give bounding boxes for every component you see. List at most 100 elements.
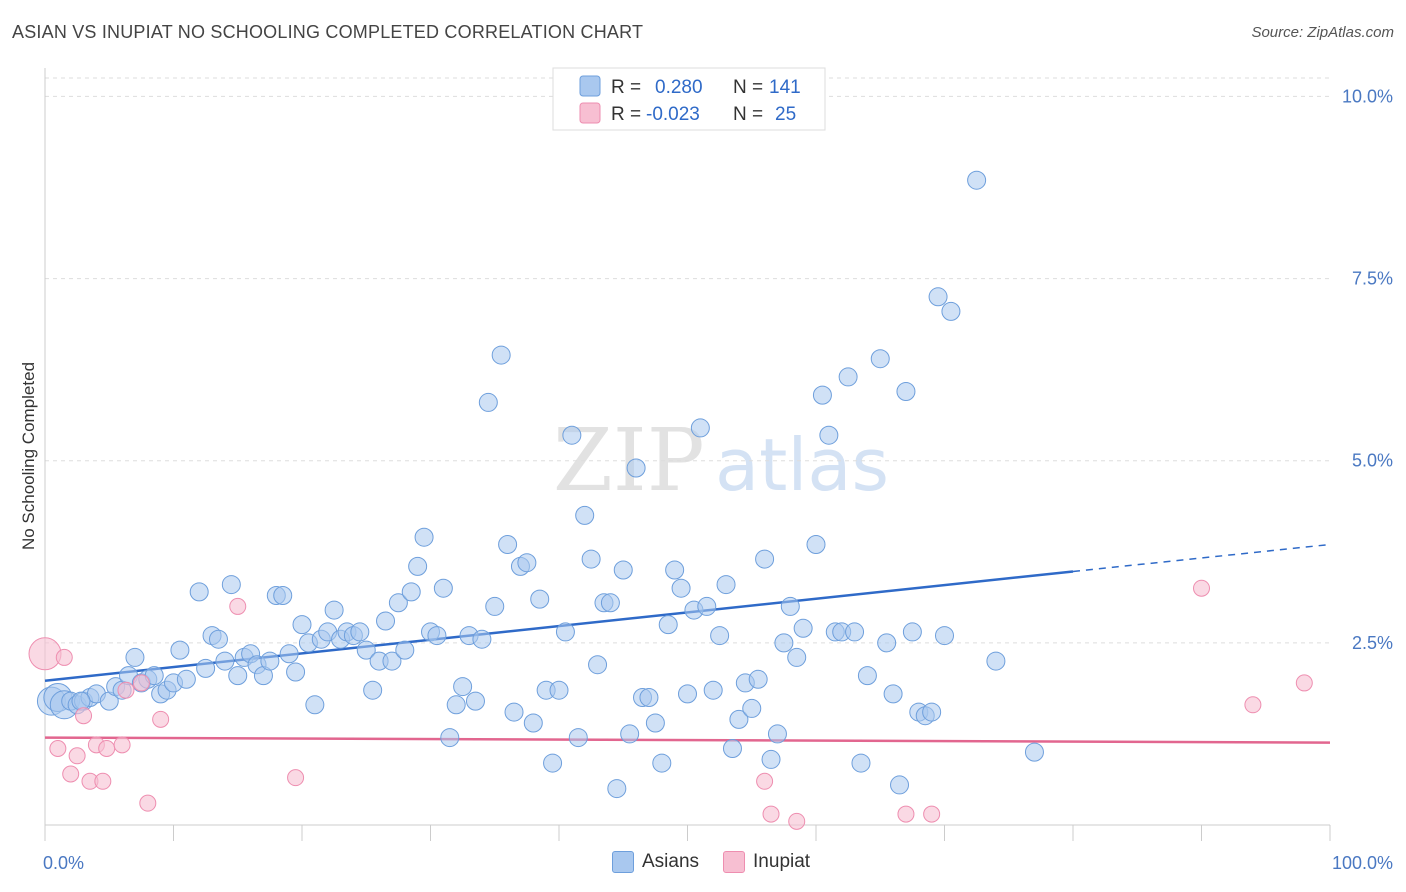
point-asians xyxy=(517,553,537,573)
point-asians xyxy=(703,680,723,700)
point-asians xyxy=(491,345,511,365)
point-inupiat xyxy=(1244,696,1262,714)
point-inupiat xyxy=(762,805,780,823)
point-asians xyxy=(196,658,216,678)
point-asians xyxy=(845,622,865,642)
point-asians xyxy=(292,615,312,635)
point-inupiat xyxy=(117,681,135,699)
point-asians xyxy=(485,596,505,616)
point-asians xyxy=(742,698,762,718)
legend-swatch-inupiat xyxy=(579,102,601,124)
point-asians xyxy=(286,662,306,682)
point-inupiat xyxy=(98,740,116,757)
point-asians xyxy=(678,684,697,704)
point-inupiat xyxy=(923,805,941,823)
point-asians xyxy=(523,713,543,733)
point-asians xyxy=(543,753,563,773)
legend-r-value-asians: 0.280 xyxy=(655,77,703,98)
point-asians xyxy=(652,753,672,773)
point-asians xyxy=(922,702,942,722)
point-asians xyxy=(1024,742,1044,762)
y-tick-label: 7.5% xyxy=(1352,269,1393,289)
point-asians xyxy=(890,775,910,795)
point-asians xyxy=(812,385,832,405)
point-asians xyxy=(465,691,485,711)
trend-line-inupiat xyxy=(44,736,1331,744)
stats-legend: R = 0.280 N = 141 R = -0.023 N = 25 xyxy=(552,67,826,131)
point-asians xyxy=(806,535,826,554)
point-asians xyxy=(620,724,640,744)
point-asians xyxy=(433,578,453,598)
point-inupiat xyxy=(756,772,774,790)
point-asians xyxy=(710,626,730,646)
point-asians xyxy=(722,739,742,758)
x-tick-label: 0.0% xyxy=(43,853,84,873)
point-asians xyxy=(793,618,813,638)
legend-swatch-asians xyxy=(579,75,601,97)
point-inupiat xyxy=(75,707,93,725)
point-asians xyxy=(697,596,717,616)
point-asians xyxy=(324,600,344,620)
point-asians xyxy=(581,549,601,569)
point-asians xyxy=(857,666,877,686)
point-asians xyxy=(189,582,209,602)
point-inupiat xyxy=(55,648,73,666)
y-axis-label: No Schooling Completed xyxy=(19,362,38,550)
point-inupiat xyxy=(113,736,131,754)
legend-n-label: N = xyxy=(733,77,763,98)
point-asians xyxy=(787,647,807,667)
point-asians xyxy=(877,633,897,653)
point-asians xyxy=(780,596,800,616)
point-asians xyxy=(774,633,794,653)
point-asians xyxy=(613,560,633,580)
y-tick-label: 10.0% xyxy=(1342,86,1393,106)
point-asians xyxy=(870,349,890,369)
point-asians xyxy=(896,382,916,401)
point-asians xyxy=(472,629,492,649)
point-asians xyxy=(221,575,241,595)
point-asians xyxy=(530,589,550,609)
point-inupiat xyxy=(68,747,86,765)
axes: 0.0% 100.0% xyxy=(43,68,1393,873)
point-asians xyxy=(208,629,228,649)
point-asians xyxy=(350,622,370,642)
watermark: ZIP atlas xyxy=(553,411,889,511)
legend-item-asians: Asians xyxy=(612,851,699,873)
point-asians xyxy=(71,691,91,711)
point-asians xyxy=(607,779,627,799)
point-asians xyxy=(401,582,421,602)
point-asians xyxy=(690,418,710,438)
point-inupiat xyxy=(152,710,170,728)
point-asians xyxy=(446,695,466,715)
point-asians xyxy=(748,669,768,689)
point-asians xyxy=(928,287,948,307)
point-asians xyxy=(125,647,145,667)
point-asians xyxy=(729,709,749,729)
point-asians xyxy=(549,680,569,700)
legend-n-label: N = xyxy=(733,104,763,125)
point-asians xyxy=(228,666,248,686)
point-inupiat xyxy=(229,597,247,615)
point-asians xyxy=(273,586,293,605)
point-asians xyxy=(170,640,190,660)
legend-r-value-inupiat: -0.023 xyxy=(646,104,700,125)
y-tick-label: 2.5% xyxy=(1352,633,1393,653)
point-asians xyxy=(568,728,588,748)
point-asians xyxy=(414,527,434,547)
point-asians xyxy=(639,688,659,707)
point-asians xyxy=(986,651,1006,671)
point-asians xyxy=(498,535,518,554)
series-legend: Asians Inupiat xyxy=(612,851,810,873)
point-asians xyxy=(562,425,582,445)
point-asians xyxy=(279,644,299,664)
point-asians xyxy=(215,651,235,671)
point-inupiat xyxy=(1295,674,1313,692)
point-inupiat xyxy=(287,769,305,787)
asians-swatch xyxy=(612,851,634,873)
point-asians xyxy=(305,695,325,715)
legend-label-inupiat: Inupiat xyxy=(753,851,811,872)
point-asians xyxy=(941,301,961,321)
gridlines: 2.5% 5.0% 7.5% 10.0% xyxy=(45,77,1393,653)
point-asians xyxy=(575,505,595,525)
